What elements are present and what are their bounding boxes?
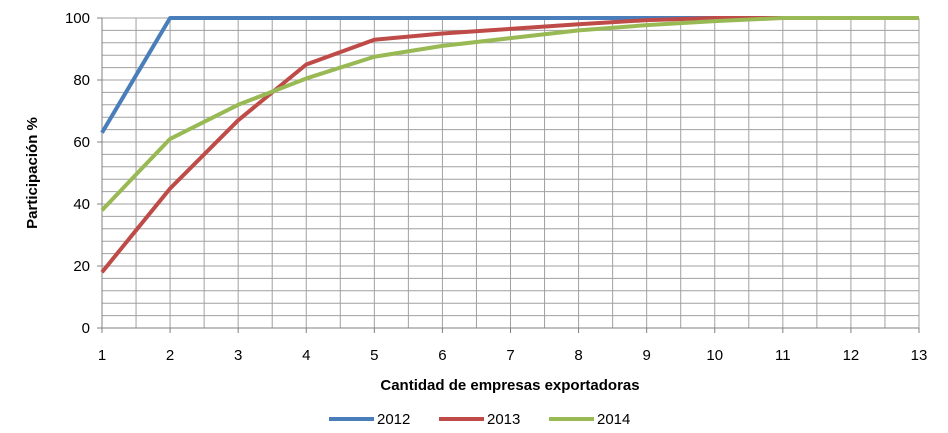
series-line-2014 xyxy=(100,16,919,212)
legend-label-2014: 2014 xyxy=(597,411,630,428)
x-tick-label: 11 xyxy=(775,347,791,364)
x-tick-label: 12 xyxy=(843,347,860,364)
legend-label-2012: 2012 xyxy=(377,411,410,428)
x-tick-label: 3 xyxy=(234,347,242,364)
x-axis-title: Cantidad de empresas exportadoras xyxy=(380,377,639,394)
y-tick-label: 60 xyxy=(73,134,90,151)
x-tick-label: 9 xyxy=(642,347,650,364)
y-axis-title: Participación % xyxy=(24,117,41,229)
legend: 2012 2013 2014 xyxy=(329,411,630,428)
x-tick-label: 5 xyxy=(370,347,378,364)
y-tick-label: 20 xyxy=(73,258,90,275)
legend-label-2013: 2013 xyxy=(487,411,520,428)
x-tick-label: 2 xyxy=(166,347,174,364)
x-tick-label: 7 xyxy=(506,347,514,364)
x-tick-label: 6 xyxy=(438,347,446,364)
x-tick-label: 13 xyxy=(911,347,928,364)
grid xyxy=(102,17,920,328)
x-tick-label: 1 xyxy=(98,347,106,364)
x-tick-label: 8 xyxy=(574,347,582,364)
axes xyxy=(97,17,920,333)
y-tick-label: 0 xyxy=(82,320,90,337)
y-tick-label: 100 xyxy=(65,10,90,27)
series-lines xyxy=(100,16,919,274)
x-tick-label: 10 xyxy=(706,347,723,364)
y-tick-label: 80 xyxy=(73,72,90,89)
y-tick-label: 40 xyxy=(73,196,90,213)
x-tick-label: 4 xyxy=(302,347,310,364)
